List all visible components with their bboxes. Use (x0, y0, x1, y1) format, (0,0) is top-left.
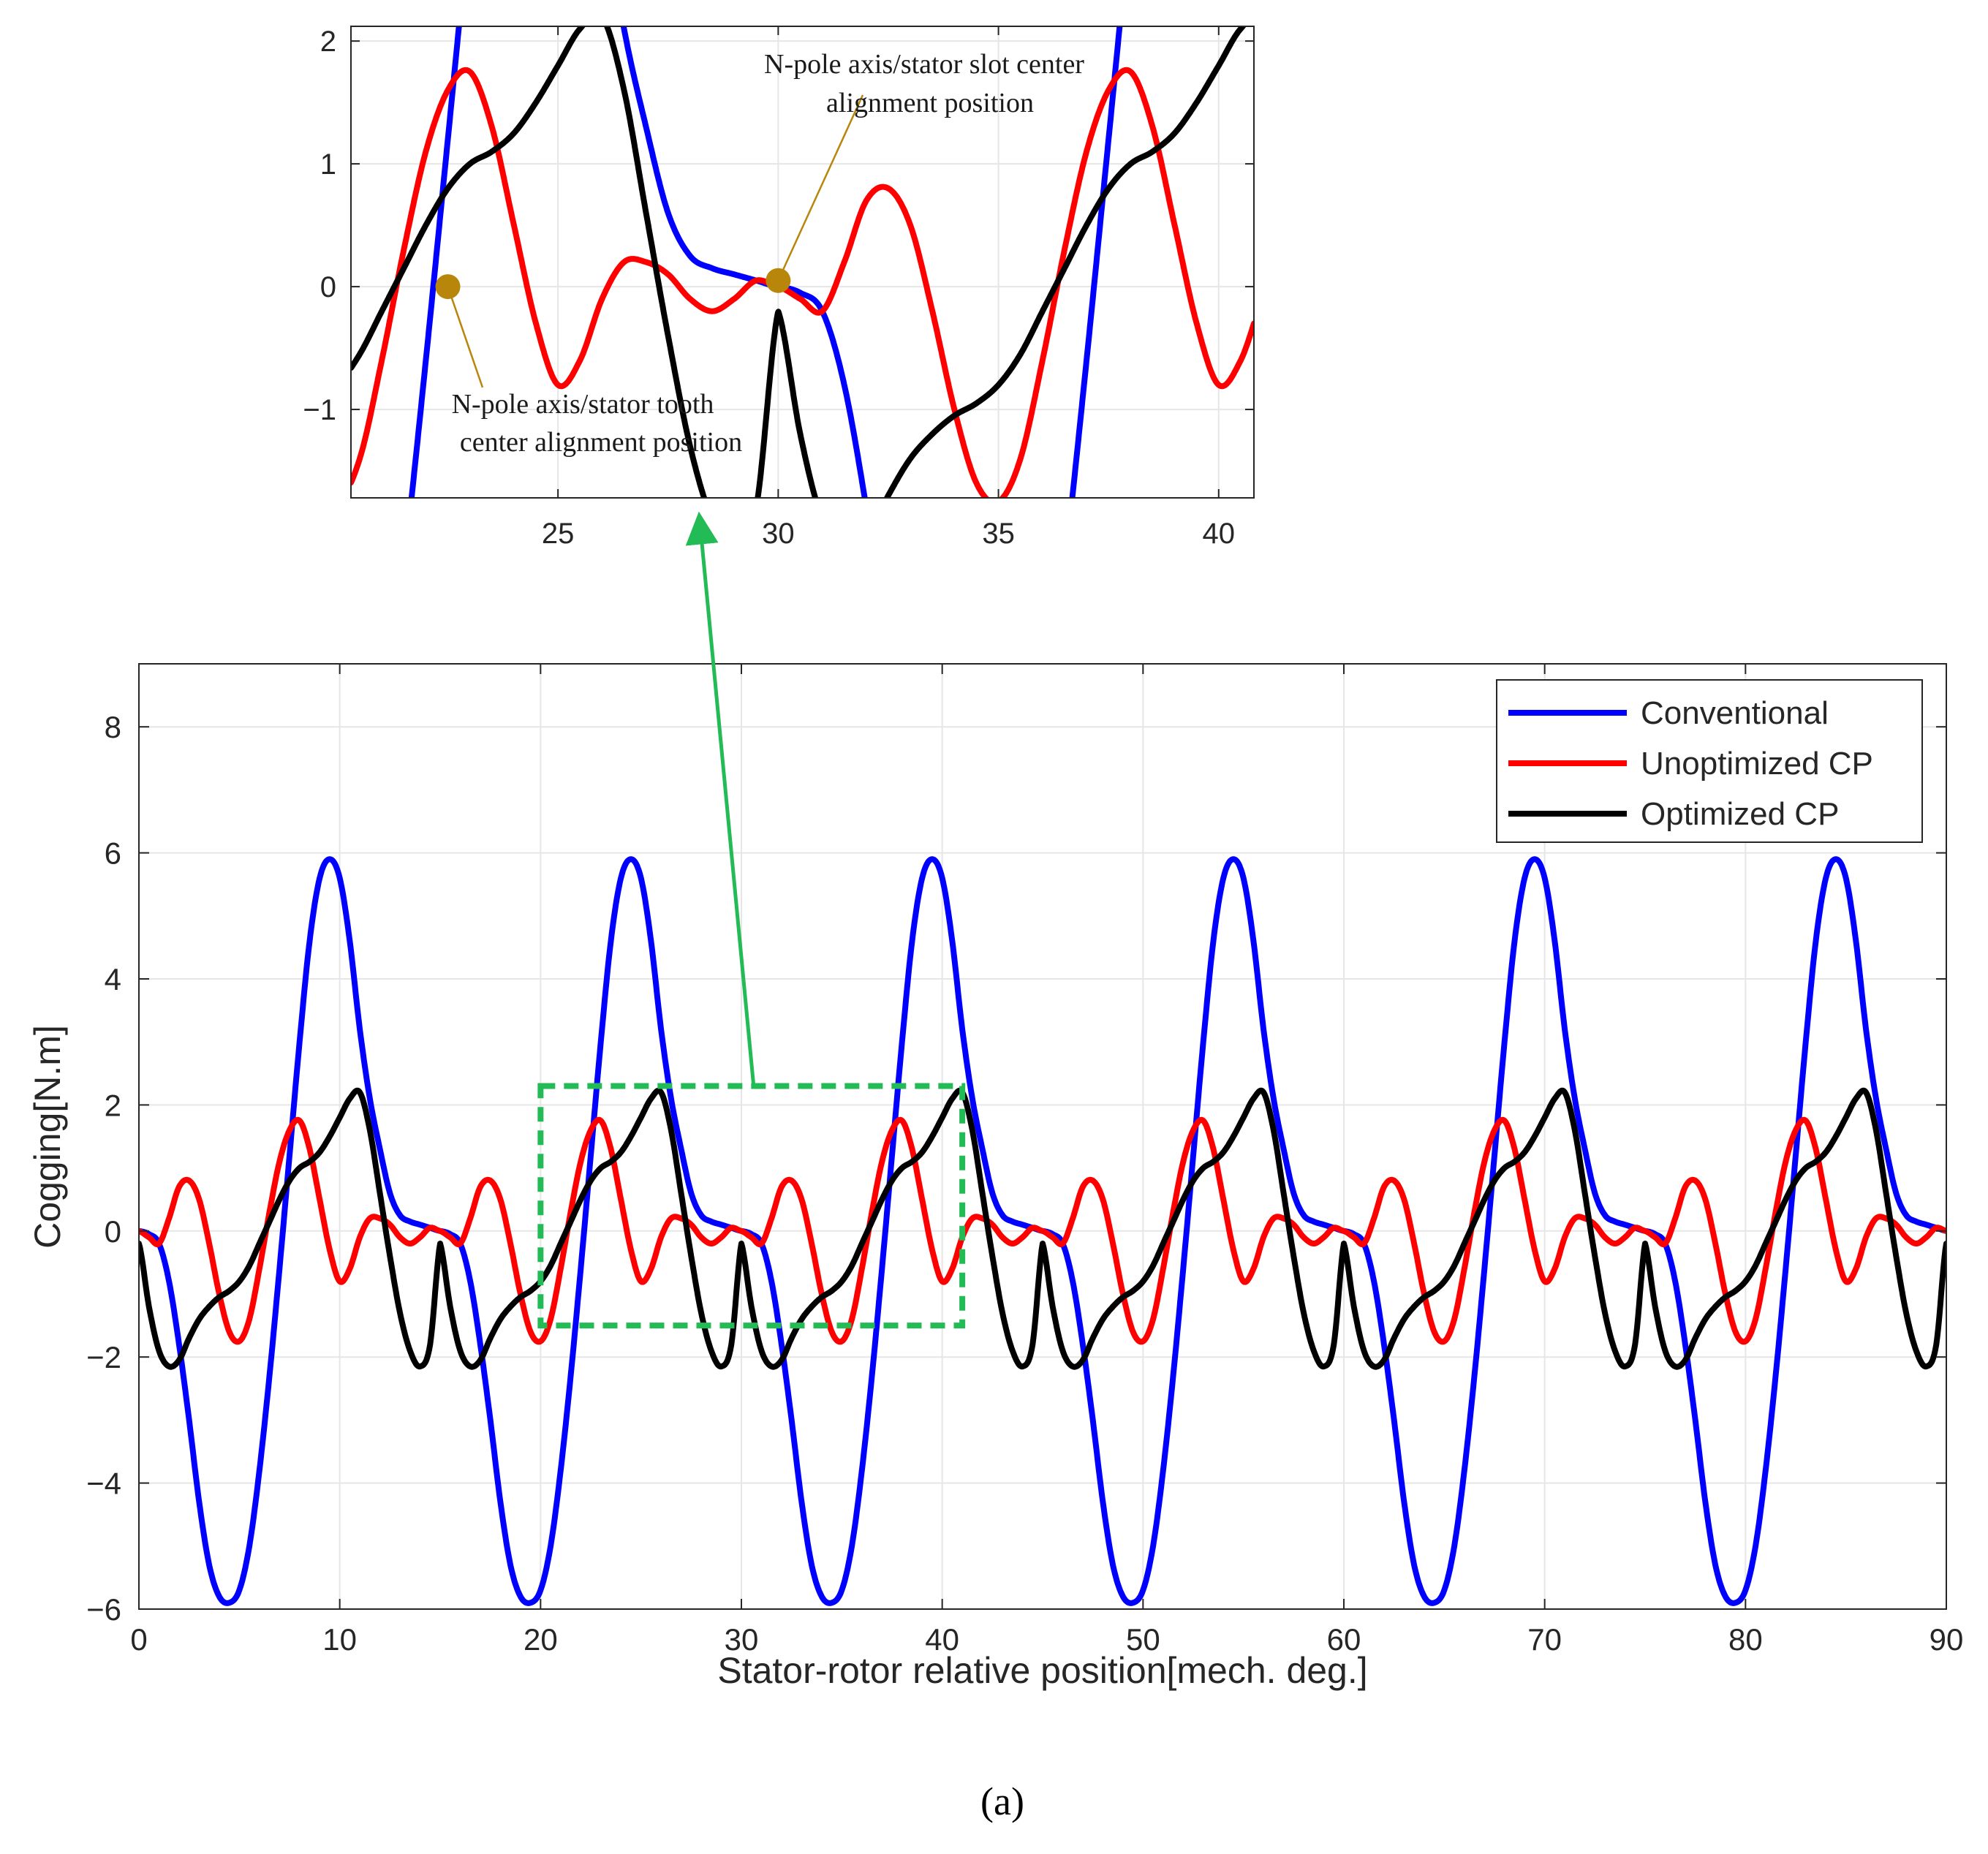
inset-x-tick-label: 25 (542, 518, 575, 550)
main-y-tick-label: 8 (105, 710, 121, 744)
inset-chart: 25 30 35 40 −1 0 1 2 N-pole axis/stator tooth c… (303, 26, 1255, 550)
inset-series-optimized-cp (351, 26, 1247, 498)
legend: Conventional Unoptimized CP Optimized CP (1496, 679, 1923, 843)
inset-series-unoptimized-cp (351, 67, 1254, 498)
inset-y-tick-label: −1 (303, 394, 336, 426)
marker-tooth-alignment (435, 274, 461, 300)
main-series-unoptimized-cp (139, 1116, 1946, 1345)
y-axis-label: Cogging[N.m] (27, 1025, 68, 1249)
main-y-tick-label: 6 (105, 836, 121, 871)
main-axes-frame (138, 663, 1947, 1610)
annotation-slot-line-2: alignment position (826, 88, 1034, 118)
annotation-leader-slot (777, 94, 864, 281)
main-x-tick-label: 40 (925, 1622, 959, 1657)
inset-axes-frame (350, 26, 1255, 499)
main-chart: 0 10 20 30 40 50 60 70 80 90 −6 −4 −2 0 2 4 6 8 Stator-ro… (27, 663, 1963, 1691)
marker-slot-alignment (766, 268, 791, 293)
main-x-tick-label: 30 (725, 1622, 759, 1657)
annotation-tooth-line-1: N-pole axis/stator tooth (452, 389, 714, 420)
main-y-tick-label: −6 (86, 1592, 121, 1627)
main-y-tick-label: −4 (86, 1467, 121, 1501)
main-x-tick-label: 60 (1327, 1622, 1361, 1657)
inset-y-tick-label: 0 (320, 271, 336, 303)
legend-label-optimized-cp: Optimized CP (1641, 796, 1839, 832)
annotation-leader-tooth (447, 286, 484, 388)
inset-x-tick-label: 40 (1203, 518, 1236, 550)
inset-ticks: 25 30 35 40 −1 0 1 2 (303, 26, 1254, 550)
main-x-tick-label: 70 (1527, 1622, 1562, 1657)
figure-caption: (a) (980, 1779, 1024, 1823)
inset-y-tick-label: 2 (320, 26, 336, 58)
main-x-tick-label: 10 (322, 1622, 357, 1657)
main-y-tick-label: 0 (105, 1214, 121, 1249)
main-x-tick-label: 50 (1126, 1622, 1160, 1657)
main-y-tick-label: 4 (105, 962, 121, 996)
x-axis-label: Stator-rotor relative position[mech. deg… (717, 1650, 1367, 1691)
inset-x-tick-label: 30 (762, 518, 795, 550)
main-series-optimized-cp (139, 1087, 1946, 1370)
main-x-tick-label: 0 (130, 1622, 147, 1657)
main-y-tick-label: −2 (86, 1340, 121, 1374)
legend-label-unoptimized-cp: Unoptimized CP (1641, 746, 1873, 782)
main-y-tick-label: 2 (105, 1088, 121, 1122)
main-x-tick-label: 80 (1728, 1622, 1763, 1657)
annotation-slot-line-1: N-pole axis/stator slot center (764, 49, 1084, 80)
zoom-arrow (685, 511, 756, 1089)
zoom-region-box (537, 1083, 966, 1329)
legend-label-conventional: Conventional (1641, 695, 1829, 731)
main-x-tick-label: 20 (524, 1622, 558, 1657)
inset-series (351, 26, 1254, 498)
main-x-tick-label: 90 (1930, 1622, 1964, 1657)
main-series (139, 856, 1946, 1606)
annotation-tooth-line-2: center alignment position (460, 427, 742, 458)
inset-y-tick-label: 1 (320, 148, 336, 181)
main-ticks: 0 10 20 30 40 50 60 70 80 90 −6 −4 −2 0 2 4 6 8 (86, 664, 1963, 1657)
inset-x-tick-label: 35 (982, 518, 1015, 550)
